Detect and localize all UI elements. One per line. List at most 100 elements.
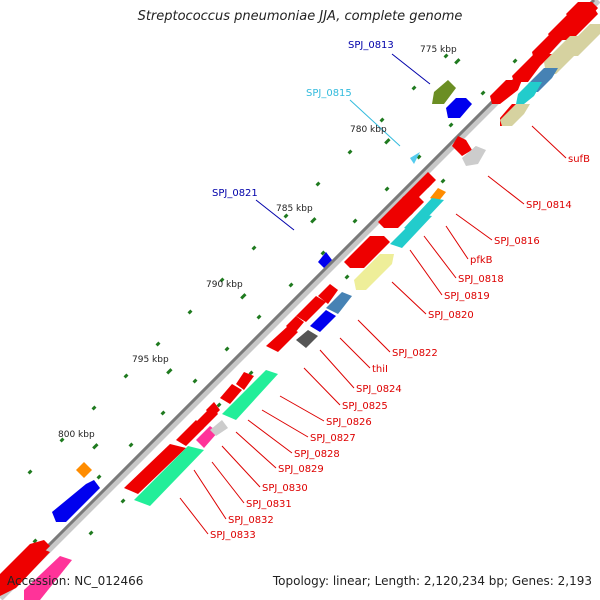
- gene-label: SPJ_0822: [392, 348, 438, 359]
- tick-mark: [128, 442, 134, 448]
- tick-mark: [448, 122, 454, 128]
- leader-line: [279, 395, 325, 422]
- gene-label: SPJ_0815: [306, 88, 352, 99]
- leader-line: [357, 319, 391, 353]
- tick-mark: [224, 346, 230, 352]
- scale-label: 785 kbp: [276, 204, 313, 214]
- gene-feature: [462, 146, 486, 166]
- tick-mark: [219, 277, 225, 283]
- leader-line: [391, 53, 431, 85]
- leader-line: [531, 125, 567, 159]
- gene-label: thiI: [372, 364, 388, 375]
- gene-label: SPJ_0832: [228, 515, 274, 526]
- leader-line: [247, 419, 293, 454]
- tick-mark: [344, 274, 350, 280]
- scale-tick: [454, 58, 461, 65]
- tick-mark: [384, 186, 390, 192]
- tick-mark: [480, 90, 486, 96]
- gene-label: pfkB: [470, 255, 493, 266]
- leader-line: [409, 249, 443, 296]
- gene-arrow: [220, 384, 242, 404]
- gene-arrow: [344, 236, 390, 268]
- tick-mark: [315, 181, 321, 187]
- gene-feature: [296, 330, 318, 348]
- gene-feature: [76, 462, 92, 478]
- gene-arrow: [0, 548, 50, 596]
- tick-mark: [32, 538, 38, 544]
- gene-label: SPJ_0829: [278, 464, 324, 475]
- tick-mark: [91, 405, 97, 411]
- tick-mark: [251, 245, 257, 251]
- gene-label: SPJ_0827: [310, 433, 356, 444]
- label-leader-lines: [179, 53, 567, 535]
- scale-label: 795 kbp: [132, 355, 169, 365]
- tick-row-outer: [27, 53, 449, 475]
- tick-mark: [160, 410, 166, 416]
- tick-mark: [512, 58, 518, 64]
- leader-line: [455, 213, 493, 241]
- gene-label: SPJ_0828: [294, 449, 340, 460]
- gene-arrow: [124, 444, 186, 494]
- tick-mark: [320, 250, 326, 256]
- tick-mark: [155, 341, 161, 347]
- tick-mark: [347, 149, 353, 155]
- gene-label: SPJ_0819: [444, 291, 490, 302]
- gene-feature: [544, 36, 584, 74]
- gene-label: SPJ_0825: [342, 401, 388, 412]
- tick-mark: [379, 117, 385, 123]
- gene-feature: [354, 254, 394, 290]
- tick-mark: [248, 370, 254, 376]
- gene-feature: [516, 82, 542, 104]
- gene-arrow: [490, 80, 522, 104]
- gene-arrow: [402, 180, 432, 200]
- gene-arrow: [410, 152, 420, 164]
- gene-arrow: [512, 54, 552, 82]
- scale-label: 790 kbp: [206, 280, 243, 290]
- accession-label: Accession: NC_012466: [7, 574, 144, 588]
- tick-mark: [59, 437, 65, 443]
- scale-label: 800 kbp: [58, 430, 95, 440]
- genome-summary: Topology: linear; Length: 2,120,234 bp; …: [272, 574, 592, 588]
- gene-label: SPJ_0824: [356, 384, 402, 395]
- tick-mark: [192, 378, 198, 384]
- leader-line: [349, 99, 401, 147]
- genome-title: Streptococcus pneumoniae JJA, complete g…: [137, 9, 463, 24]
- tick-mark: [440, 178, 446, 184]
- leader-line: [391, 281, 427, 315]
- leader-line: [193, 469, 227, 520]
- gene-feature: [222, 370, 278, 420]
- tick-mark: [88, 530, 94, 536]
- gene-label: SPJ_0813: [348, 40, 394, 51]
- leader-line: [261, 409, 309, 438]
- gene-label: SPJ_0833: [210, 530, 256, 541]
- gene-arrow: [452, 136, 472, 156]
- tick-mark: [443, 53, 449, 59]
- tick-mark: [120, 498, 126, 504]
- gene-label: sufB: [568, 154, 590, 165]
- tick-mark: [283, 213, 289, 219]
- gene-label: SPJ_0830: [262, 483, 308, 494]
- leader-line: [339, 337, 371, 369]
- gene-label: SPJ_0831: [246, 499, 292, 510]
- gene-label: SPJ_0818: [458, 274, 504, 285]
- gene-arrow: [378, 196, 424, 228]
- gene-arrow: [296, 296, 326, 322]
- tick-mark: [288, 282, 294, 288]
- tick-mark: [187, 309, 193, 315]
- gene-feature: [326, 292, 352, 314]
- gene-arrow: [52, 480, 100, 522]
- tick-mark: [216, 402, 222, 408]
- scale-tick: [92, 443, 99, 450]
- gene-feature: [432, 80, 456, 104]
- scale-tick: [384, 138, 391, 145]
- tick-mark: [27, 469, 33, 475]
- scale-tick: [310, 217, 317, 224]
- gene-feature: [24, 556, 72, 600]
- tick-mark: [416, 154, 422, 160]
- leader-line: [303, 367, 341, 406]
- leader-line: [445, 225, 469, 260]
- leader-line: [235, 431, 277, 469]
- leader-line: [319, 349, 355, 389]
